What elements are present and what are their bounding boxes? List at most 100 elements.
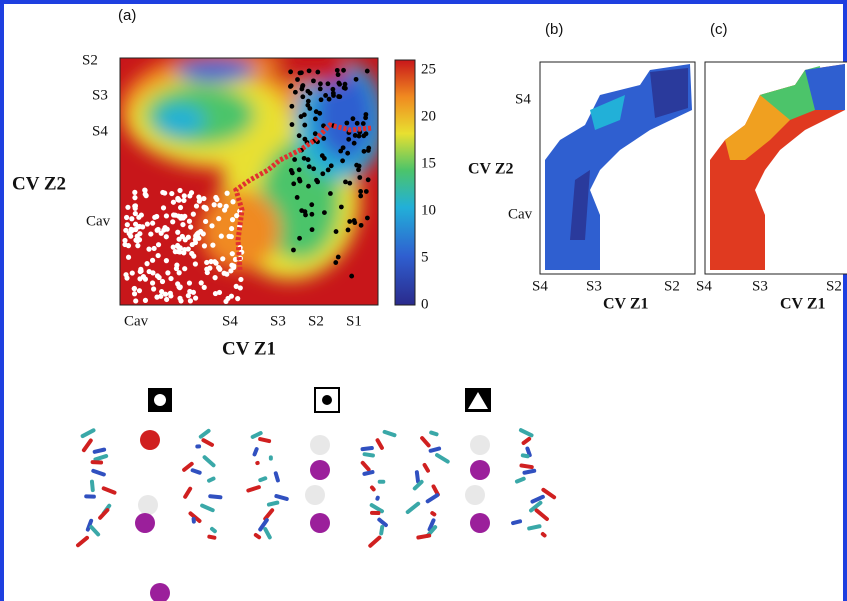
bond [529, 526, 539, 528]
bond [100, 510, 107, 518]
sample-dot [357, 164, 362, 169]
sample-dot [203, 219, 208, 224]
sample-dot [347, 181, 352, 186]
sample-dot [295, 195, 300, 200]
bond [209, 479, 213, 481]
sample-dot [145, 221, 150, 226]
sample-dot [293, 90, 298, 95]
sample-dot [217, 203, 222, 208]
sample-dot [125, 205, 130, 210]
sample-dot [132, 190, 137, 195]
sample-dot [133, 238, 138, 243]
sample-dot [191, 290, 196, 295]
sample-dot [349, 274, 354, 279]
sample-dot [358, 189, 363, 194]
sample-dot [291, 181, 296, 186]
x-label: S1 [346, 313, 362, 329]
sample-dot [125, 222, 130, 227]
sample-dot [186, 293, 191, 298]
bond [524, 439, 530, 443]
sample-dot [230, 217, 235, 222]
sample-dot [126, 255, 131, 260]
x-label: S4 [222, 313, 238, 329]
sample-dot [309, 212, 314, 217]
bond [524, 471, 534, 473]
sample-dot [155, 273, 160, 278]
sample-dot [216, 216, 221, 221]
sample-dot [315, 70, 320, 75]
bond [364, 472, 372, 474]
bond [363, 463, 369, 470]
y-label: S3 [92, 87, 108, 103]
sample-dot [345, 151, 350, 156]
sample-dot [139, 212, 144, 217]
bond [431, 433, 436, 435]
sample-dot [352, 218, 357, 223]
sample-dot [327, 97, 332, 102]
bond [543, 534, 545, 535]
sample-dot [212, 202, 217, 207]
sample-dot [323, 93, 328, 98]
sample-dot [183, 237, 188, 242]
sample-dot [231, 265, 236, 270]
bond [255, 449, 257, 454]
atom [135, 513, 155, 533]
sample-dot [178, 205, 183, 210]
sample-dot [303, 209, 308, 214]
sample-dot [191, 254, 196, 259]
sample-dot [191, 212, 196, 217]
bond [425, 465, 428, 471]
sample-dot [132, 291, 137, 296]
sample-dot [132, 286, 137, 291]
sample-dot [343, 179, 348, 184]
sample-dot [346, 228, 351, 233]
sample-dot [359, 223, 364, 228]
sample-dot [137, 276, 142, 281]
sample-dot [150, 258, 155, 263]
sample-dot [164, 213, 169, 218]
sample-dot [173, 213, 178, 218]
sample-dot [235, 296, 240, 301]
sample-dot [164, 258, 169, 263]
colorbar-tick-label: 25 [421, 61, 436, 77]
atom [465, 485, 485, 505]
bond [193, 470, 200, 472]
sample-dot [175, 230, 180, 235]
bond [212, 529, 215, 531]
bond [269, 503, 277, 505]
sample-dot [300, 84, 305, 89]
sample-dot [357, 134, 362, 139]
sample-dot [288, 69, 293, 74]
x-label: S3 [270, 313, 286, 329]
sample-dot [187, 193, 192, 198]
atom [138, 495, 158, 515]
bond [209, 537, 214, 538]
sample-dot [132, 195, 137, 200]
bond [202, 506, 213, 511]
sample-dot [317, 111, 322, 116]
atom [470, 513, 490, 533]
sample-dot [306, 157, 311, 162]
bond [417, 472, 418, 481]
bond [92, 482, 93, 490]
sample-dot [362, 149, 367, 154]
axis-title: CV Z2 [12, 173, 66, 194]
sample-dot [161, 205, 166, 210]
bond [537, 510, 547, 519]
sample-dot [182, 193, 187, 198]
sample-dot [204, 267, 209, 272]
sample-dot [300, 94, 305, 99]
sample-dot [222, 207, 227, 212]
sample-dot [321, 136, 326, 141]
sample-dot [188, 224, 193, 229]
sample-dot [364, 131, 369, 136]
sample-dot [351, 116, 356, 121]
sample-dot [136, 224, 141, 229]
sample-dot [326, 81, 331, 86]
sample-dot [168, 276, 173, 281]
axis-title: CV Z1 [603, 296, 649, 313]
bond [256, 535, 259, 537]
axis-title: CV Z1 [780, 296, 826, 313]
sample-dot [230, 251, 235, 256]
sample-dot [229, 294, 234, 299]
